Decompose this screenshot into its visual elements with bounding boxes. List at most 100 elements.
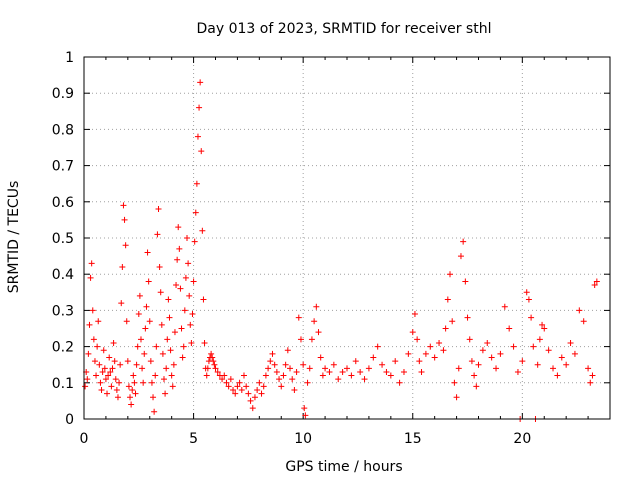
data-point [141, 350, 148, 357]
data-point [306, 365, 313, 372]
data-point [116, 379, 123, 386]
data-point [182, 274, 189, 281]
data-point [247, 397, 254, 404]
data-point [148, 379, 155, 386]
y-tick-label: 1 [65, 50, 74, 66]
data-point [536, 336, 543, 343]
data-point [211, 361, 218, 368]
data-point [89, 307, 96, 314]
data-point [165, 296, 172, 303]
data-point [462, 278, 469, 285]
data-point [133, 361, 140, 368]
data-point [525, 296, 532, 303]
x-axis-label: GPS time / hours [285, 459, 402, 475]
data-point [131, 379, 138, 386]
data-point [189, 311, 196, 318]
data-point [168, 372, 175, 379]
data-point [110, 339, 117, 346]
data-point [289, 376, 296, 383]
data-point [108, 383, 115, 390]
data-point [197, 79, 204, 86]
data-point [145, 278, 152, 285]
data-point [194, 133, 201, 140]
data-point [455, 365, 462, 372]
data-point [179, 354, 186, 361]
data-point [187, 321, 194, 328]
data-point [344, 365, 350, 372]
data-point [276, 376, 283, 383]
data-point [589, 372, 596, 379]
data-point [162, 390, 169, 397]
data-point [188, 339, 195, 346]
y-tick-label: 0.1 [52, 376, 74, 392]
data-point [444, 296, 451, 303]
data-point [528, 314, 535, 321]
data-point [256, 379, 263, 386]
data-point [400, 368, 407, 375]
data-point [374, 343, 381, 350]
data-point [245, 390, 252, 397]
data-point [451, 379, 458, 386]
data-point [107, 368, 114, 375]
data-point [176, 245, 183, 252]
data-point [200, 296, 207, 303]
data-point [315, 329, 322, 336]
data-point [571, 350, 578, 357]
data-point [201, 339, 208, 346]
data-point [88, 260, 95, 267]
data-point [114, 394, 121, 401]
data-point [260, 383, 267, 390]
data-point [208, 350, 215, 357]
data-point [155, 206, 162, 213]
data-point [396, 379, 403, 386]
data-point [464, 314, 471, 321]
data-point [387, 372, 394, 379]
data-point [124, 358, 131, 365]
data-point [204, 365, 211, 372]
data-point [185, 260, 192, 267]
data-point [166, 314, 173, 321]
data-point [271, 361, 278, 368]
data-point [105, 372, 112, 379]
data-point [221, 372, 228, 379]
x-tick-label: 20 [513, 431, 531, 447]
data-point [184, 235, 191, 241]
x-tick-label: 0 [80, 431, 89, 447]
data-point [488, 354, 495, 361]
data-point [93, 372, 100, 379]
data-point [262, 372, 269, 379]
data-point [139, 365, 146, 372]
y-tick-label: 0.9 [52, 86, 74, 102]
data-point [85, 350, 92, 357]
data-point [436, 339, 443, 346]
data-point [117, 361, 124, 368]
data-point [97, 379, 104, 386]
data-point [278, 383, 285, 390]
y-tick-label: 0.4 [52, 267, 74, 283]
data-point [322, 365, 329, 372]
data-point [109, 365, 116, 372]
data-point [585, 365, 592, 372]
data-point [348, 372, 355, 379]
data-point [123, 318, 130, 325]
data-point [326, 368, 333, 375]
data-point [192, 209, 199, 216]
data-points [82, 79, 600, 422]
data-point [225, 383, 232, 390]
data-point [190, 278, 197, 285]
data-point [106, 354, 113, 361]
data-point [313, 303, 320, 310]
data-point [282, 361, 289, 368]
data-point [471, 372, 478, 379]
data-point [203, 372, 210, 379]
data-point [563, 361, 570, 368]
data-point [112, 376, 119, 383]
y-tick-label: 0.5 [52, 231, 74, 247]
data-point [212, 365, 219, 372]
data-point [174, 256, 181, 263]
data-point [576, 307, 583, 314]
data-point [302, 412, 309, 419]
data-point [191, 238, 198, 245]
data-point [90, 336, 97, 343]
data-point [159, 350, 166, 357]
